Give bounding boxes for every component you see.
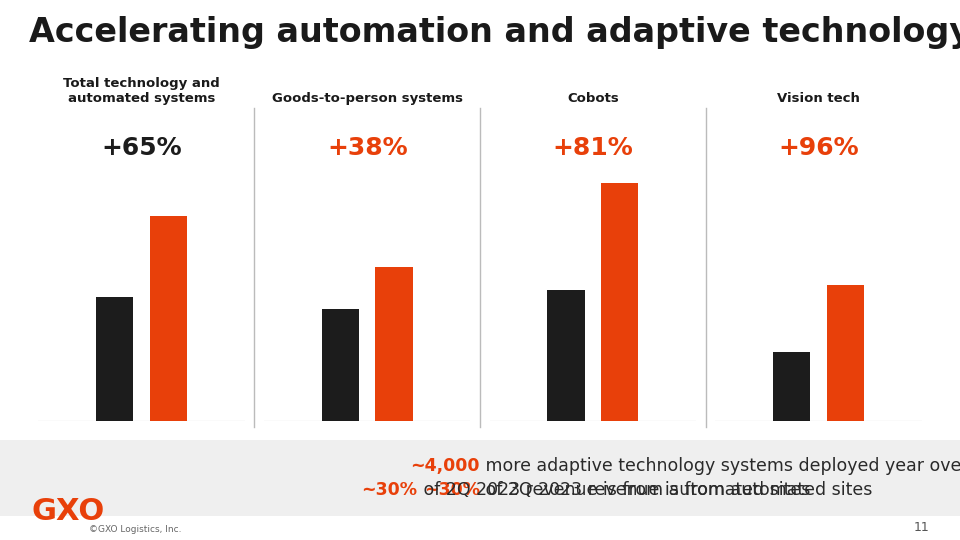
Text: of 2Q 2023 revenue is from automated sites: of 2Q 2023 revenue is from automated sit… [418, 481, 810, 499]
Bar [96, 297, 133, 421]
Bar [322, 309, 359, 421]
Bar [547, 289, 585, 421]
Text: Cobots: Cobots [567, 92, 618, 105]
Text: +81%: +81% [552, 137, 634, 160]
Text: ~30%: ~30% [424, 481, 480, 499]
Text: Goods-to-person systems: Goods-to-person systems [272, 92, 463, 105]
Text: +96%: +96% [779, 137, 858, 160]
Text: Vision tech: Vision tech [777, 92, 860, 105]
Text: GXO: GXO [32, 497, 105, 526]
Text: +38%: +38% [327, 137, 407, 160]
Bar [773, 352, 810, 421]
Bar [375, 267, 413, 421]
Bar [827, 285, 864, 421]
Text: 11: 11 [914, 521, 929, 534]
Bar [601, 183, 638, 421]
Text: +65%: +65% [102, 137, 181, 160]
Text: of 2Q 2023 revenue is from automated sites: of 2Q 2023 revenue is from automated sit… [480, 481, 873, 499]
Text: Total technology and
automated systems: Total technology and automated systems [63, 77, 220, 105]
Text: more adaptive technology systems deployed year over year;: more adaptive technology systems deploye… [480, 457, 960, 475]
Text: Accelerating automation and adaptive technology leadership: Accelerating automation and adaptive tec… [29, 16, 960, 49]
Bar [150, 216, 187, 421]
Text: ~30%: ~30% [362, 481, 418, 499]
Text: ©GXO Logistics, Inc.: ©GXO Logistics, Inc. [89, 524, 181, 534]
Text: ~4,000: ~4,000 [411, 457, 480, 475]
